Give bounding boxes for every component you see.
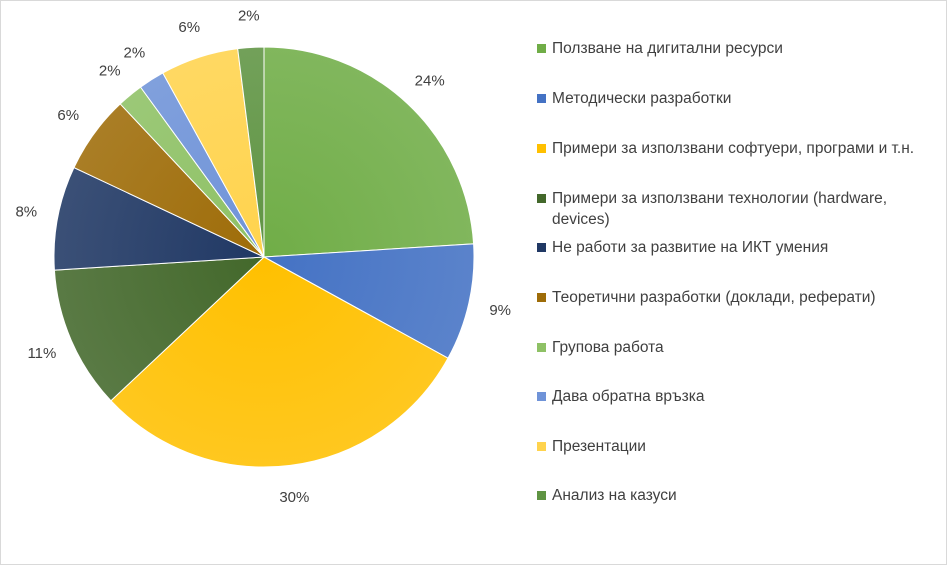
legend-swatch bbox=[537, 343, 546, 352]
data-label: 11% bbox=[27, 345, 56, 362]
pie-slice bbox=[237, 46, 265, 258]
legend-item: Примери за използвани софтуери, програми… bbox=[537, 138, 932, 159]
legend-swatch bbox=[537, 94, 546, 103]
legend-swatch bbox=[537, 293, 546, 302]
data-label: 2% bbox=[123, 45, 145, 62]
legend-item: Ползване на дигитални ресурси bbox=[537, 38, 932, 59]
legend-label: Методически разработки bbox=[552, 90, 732, 107]
legend-label: Презентации bbox=[552, 438, 646, 455]
pie-slice bbox=[263, 46, 475, 258]
legend-swatch bbox=[537, 442, 546, 451]
legend-item: Не работи за развитие на ИКТ умения bbox=[537, 237, 932, 258]
pie-slice bbox=[110, 256, 449, 468]
legend-item: Презентации bbox=[537, 436, 932, 457]
legend-item: Методически разработки bbox=[537, 88, 932, 109]
data-label: 6% bbox=[178, 19, 200, 36]
legend-item: Анализ на казуси bbox=[537, 485, 932, 506]
data-label: 30% bbox=[279, 489, 309, 506]
legend-label: Не работи за развитие на ИКТ умения bbox=[552, 239, 829, 256]
legend-label: Теоретични разработки (доклади, реферати… bbox=[552, 289, 876, 306]
legend-swatch bbox=[537, 491, 546, 500]
data-label: 2% bbox=[238, 7, 260, 24]
legend-label: Примери за използвани технологии (hardwa… bbox=[552, 190, 888, 228]
data-label: 6% bbox=[57, 107, 79, 124]
pie-slice bbox=[53, 166, 265, 271]
legend-swatch bbox=[537, 144, 546, 153]
legend-swatch bbox=[537, 392, 546, 401]
data-label: 8% bbox=[15, 204, 37, 221]
legend-swatch bbox=[537, 243, 546, 252]
pie-chart: 24%9%30%11%8%6%2%2%6%2% bbox=[15, 7, 511, 506]
legend-swatch bbox=[537, 44, 546, 53]
legend-item: Примери за използвани технологии (hardwa… bbox=[537, 188, 932, 230]
legend-label: Дава обратна връзка bbox=[552, 388, 705, 405]
legend-item: Теоретични разработки (доклади, реферати… bbox=[537, 287, 932, 308]
pie-slice bbox=[53, 256, 266, 402]
legend-swatch bbox=[537, 194, 546, 203]
legend-label: Групова работа bbox=[552, 339, 664, 356]
legend-item: Дава обратна връзка bbox=[537, 386, 932, 407]
data-label: 2% bbox=[99, 63, 121, 80]
pie-slice bbox=[262, 243, 475, 359]
legend-item: Групова работа bbox=[537, 337, 932, 358]
data-label: 24% bbox=[415, 73, 445, 90]
legend-label: Примери за използвани софтуери, програми… bbox=[552, 140, 915, 157]
data-label: 9% bbox=[489, 302, 511, 319]
legend-label: Ползване на дигитални ресурси bbox=[552, 40, 783, 57]
legend-label: Анализ на казуси bbox=[552, 487, 677, 504]
